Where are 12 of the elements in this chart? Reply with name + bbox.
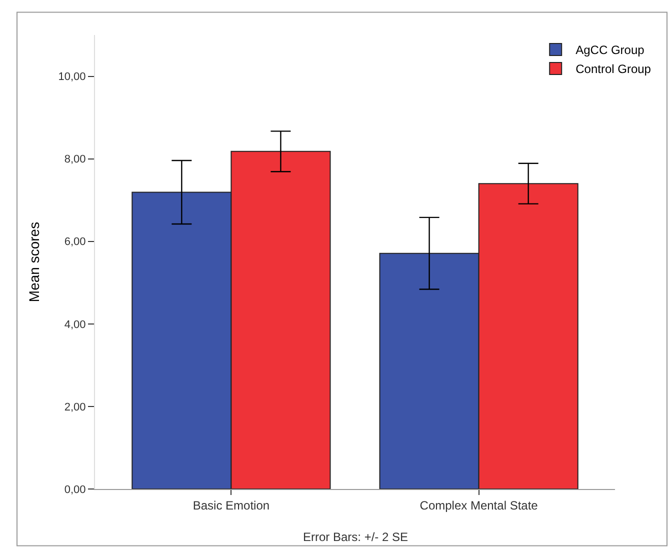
x-tick-label: Basic Emotion bbox=[192, 498, 270, 512]
y-tick-label: 0,00 bbox=[64, 484, 86, 496]
y-tick-label: 6,00 bbox=[64, 236, 86, 248]
y-axis-title: Mean scores bbox=[26, 222, 42, 302]
text: Error Bars: +/- 2 SE bbox=[303, 530, 408, 544]
y-tick-label: 2,00 bbox=[64, 401, 86, 414]
x-tick-label: Complex Mental State bbox=[420, 498, 538, 512]
y-tick-label: 4,00 bbox=[64, 318, 86, 331]
y-tick-label: 8,00 bbox=[64, 154, 86, 166]
legend-label: AgCC Group bbox=[576, 43, 645, 58]
legend-label: Control Group bbox=[576, 62, 652, 76]
y-tick-label: 10,00 bbox=[58, 71, 86, 84]
